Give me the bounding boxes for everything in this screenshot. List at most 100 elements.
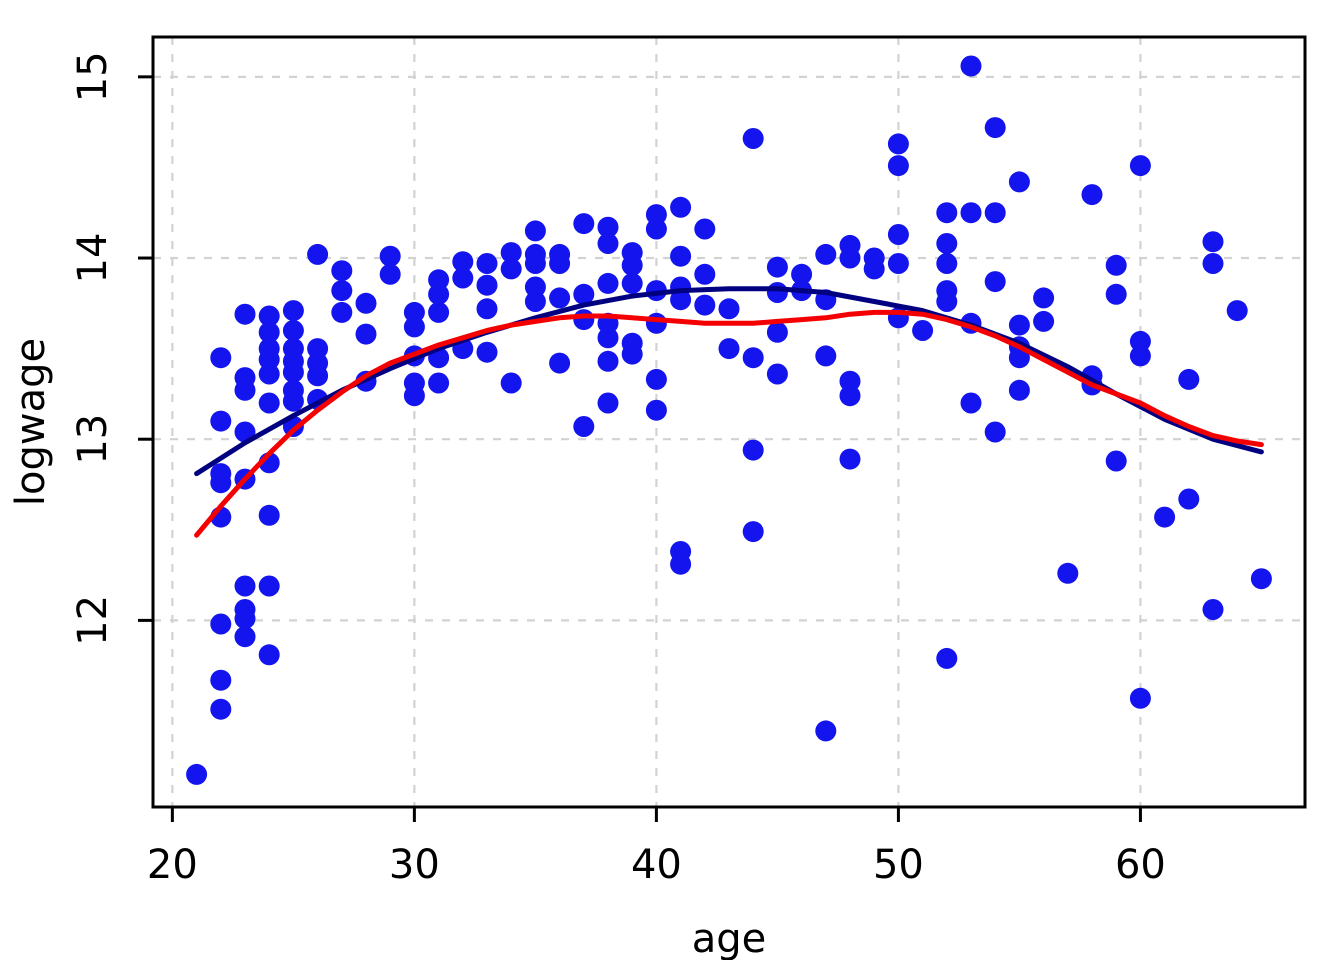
y-tick-label: 15 — [70, 51, 116, 102]
gridlines — [153, 37, 1305, 807]
data-point — [524, 276, 546, 298]
data-point — [887, 253, 909, 274]
data-point — [1008, 171, 1030, 193]
data-point — [1081, 184, 1103, 206]
data-point — [258, 644, 280, 666]
data-point — [476, 298, 498, 320]
data-point — [1250, 568, 1272, 590]
x-tick-label: 40 — [631, 842, 682, 888]
x-tick-label: 30 — [389, 842, 440, 888]
data-point — [1105, 254, 1127, 276]
data-point — [960, 202, 982, 224]
data-point — [694, 294, 716, 316]
data-point — [742, 347, 764, 369]
data-point — [234, 626, 256, 648]
data-point — [1202, 231, 1224, 253]
data-point — [1008, 379, 1030, 401]
data-point — [1105, 450, 1127, 472]
data-point — [428, 283, 450, 305]
data-point — [573, 213, 595, 235]
data-point — [186, 763, 208, 785]
data-point — [282, 390, 304, 412]
data-point — [766, 256, 788, 278]
x-axis-label: age — [692, 916, 767, 960]
fit-curves — [194, 286, 1264, 538]
data-point — [282, 300, 304, 322]
smooth-fit-curve — [194, 309, 1264, 538]
data-point — [670, 196, 692, 218]
data-point — [234, 303, 256, 325]
data-point — [234, 379, 256, 401]
data-point — [936, 291, 958, 312]
data-point — [428, 269, 450, 291]
data-point — [210, 698, 232, 720]
data-point — [403, 301, 425, 323]
data-point — [258, 575, 280, 597]
data-point — [549, 352, 571, 374]
data-point — [1033, 310, 1055, 332]
data-point — [452, 267, 474, 289]
data-point — [452, 251, 474, 273]
x-tick-label: 20 — [147, 842, 198, 888]
data-point — [887, 224, 909, 245]
data-point — [379, 245, 401, 267]
data-point — [1226, 300, 1248, 322]
data-point — [645, 312, 667, 334]
data-point — [500, 372, 522, 394]
data-point — [791, 263, 813, 285]
data-point — [524, 291, 546, 312]
data-point — [742, 128, 764, 149]
data-point — [428, 372, 450, 394]
data-point — [258, 392, 280, 414]
y-axis-ticks — [138, 75, 153, 622]
data-point — [887, 155, 909, 177]
data-point — [984, 421, 1006, 443]
data-point — [815, 345, 837, 367]
data-point — [355, 292, 377, 314]
data-point — [912, 320, 934, 341]
data-point — [258, 504, 280, 526]
data-point — [307, 243, 329, 265]
data-point — [234, 608, 256, 630]
data-point — [766, 363, 788, 385]
x-tick-label: 60 — [1115, 842, 1166, 888]
data-point — [1008, 314, 1030, 336]
data-point — [694, 263, 716, 285]
data-point — [428, 301, 450, 323]
data-point — [839, 370, 861, 392]
data-point — [573, 416, 595, 437]
y-tick-label: 14 — [70, 233, 116, 284]
data-point — [210, 410, 232, 432]
data-point — [839, 448, 861, 470]
data-point — [258, 321, 280, 343]
data-point — [597, 392, 619, 414]
data-point — [524, 220, 546, 242]
data-point — [573, 283, 595, 305]
scatter-points — [186, 55, 1272, 785]
data-point — [258, 305, 280, 327]
data-point — [645, 399, 667, 421]
data-point — [621, 343, 643, 365]
data-point — [549, 253, 571, 274]
data-point — [1057, 562, 1079, 584]
data-point — [645, 368, 667, 390]
data-point — [210, 472, 232, 494]
data-point — [403, 316, 425, 338]
data-point — [331, 260, 353, 282]
data-point — [597, 327, 619, 349]
data-point — [645, 218, 667, 240]
data-point — [645, 204, 667, 226]
data-point — [379, 263, 401, 285]
data-point — [936, 202, 958, 224]
data-point — [1129, 330, 1151, 352]
data-point — [210, 347, 232, 369]
data-point — [1178, 368, 1200, 390]
data-point — [476, 341, 498, 363]
data-point — [670, 553, 692, 575]
data-point — [1202, 253, 1224, 274]
data-point — [766, 282, 788, 303]
data-point — [960, 392, 982, 414]
x-axis-ticks — [170, 807, 1142, 822]
data-point — [597, 350, 619, 372]
